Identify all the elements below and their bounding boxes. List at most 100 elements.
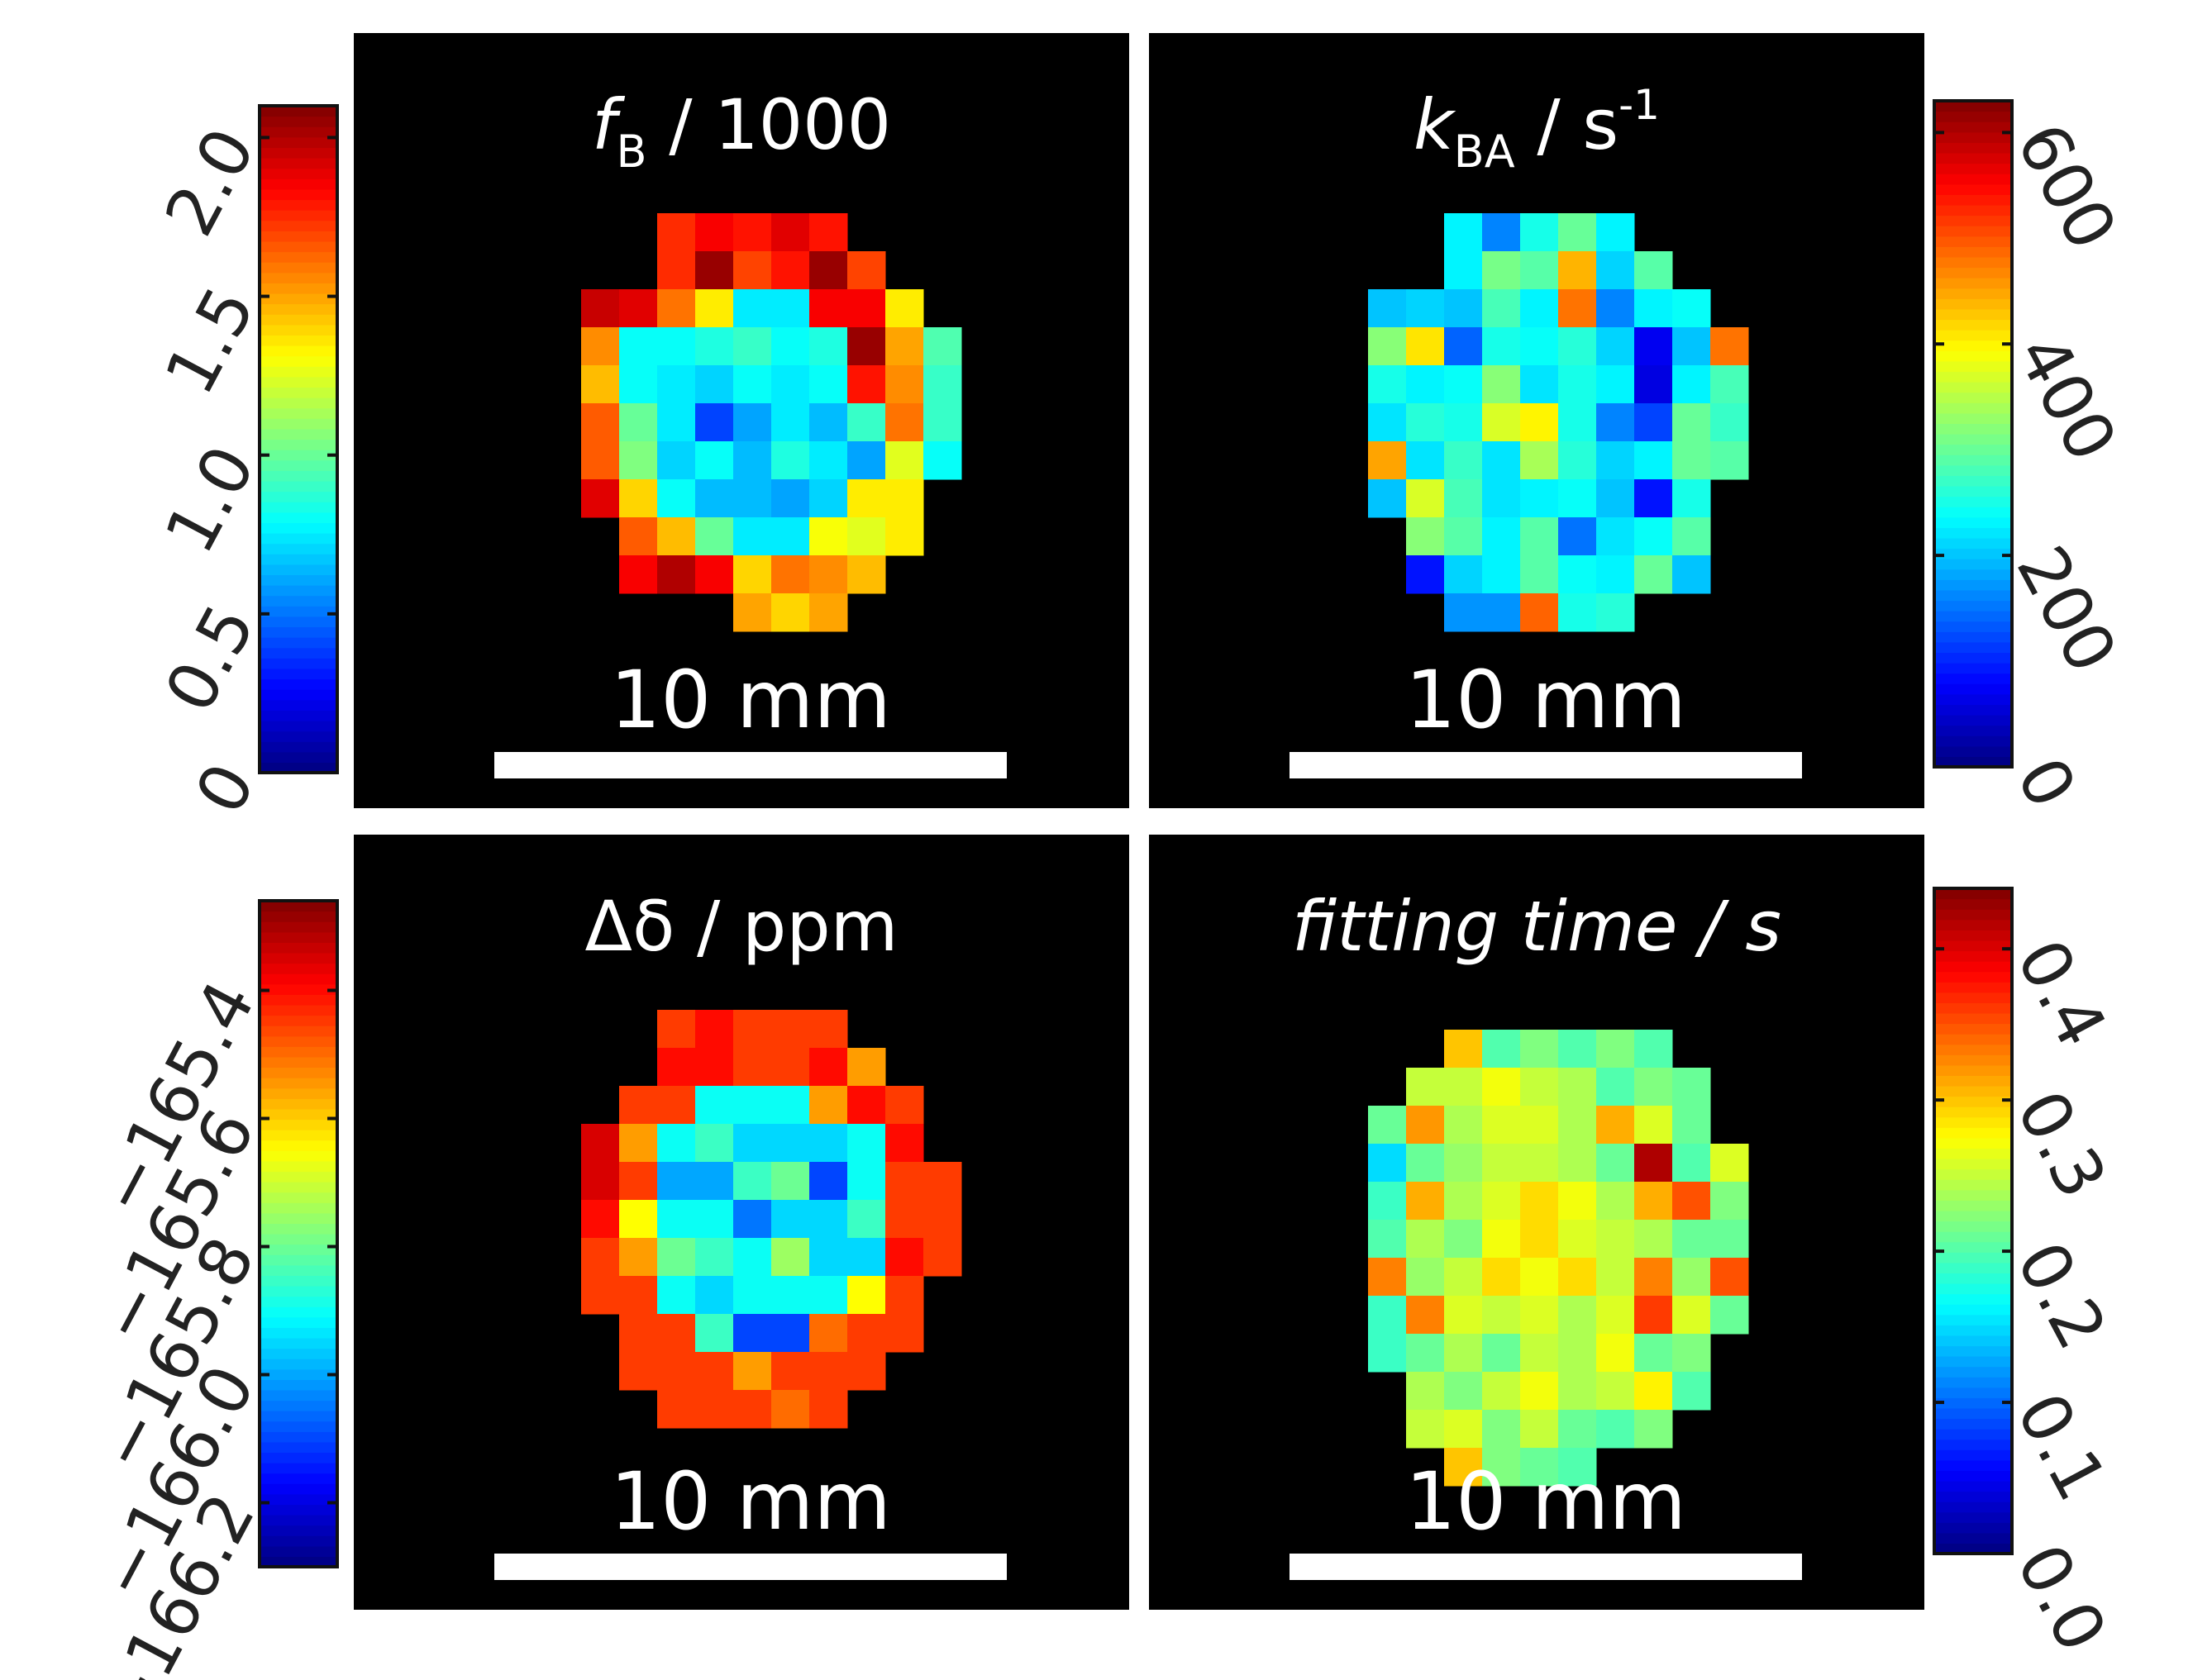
heatmap-cell xyxy=(1710,1258,1749,1297)
heatmap-cell xyxy=(1634,555,1673,594)
colorbar-segment xyxy=(260,262,337,274)
colorbar-segment xyxy=(1934,464,2012,476)
heatmap-cell xyxy=(1406,1334,1445,1373)
heatmap-cell xyxy=(657,1048,696,1087)
heatmap-cell xyxy=(809,1352,848,1391)
colorbar-segment xyxy=(260,532,337,545)
heatmap-cell xyxy=(771,1276,810,1315)
heatmap-cell xyxy=(847,1352,886,1391)
heatmap-cell xyxy=(1558,1030,1597,1068)
heatmap-cell xyxy=(657,289,696,328)
heatmap-cell xyxy=(1634,251,1673,290)
colorbar-segment xyxy=(1934,961,2012,973)
colorbar-segment xyxy=(260,1463,337,1474)
heatmap-cell xyxy=(1520,1296,1559,1335)
heatmap-cell xyxy=(1596,1334,1635,1373)
colorbar-segment xyxy=(1934,756,2012,768)
colorbar-segment xyxy=(1934,194,2012,206)
heatmap-cell xyxy=(885,365,924,404)
heatmap-cell xyxy=(1444,441,1483,480)
colorbar-tick-label: 0.1 xyxy=(2001,1381,2121,1513)
heatmap-cell xyxy=(619,1276,658,1315)
heatmap-cell xyxy=(695,213,734,252)
heatmap-cell xyxy=(1482,365,1521,404)
heatmap-cell xyxy=(1520,251,1559,290)
heatmap-cell xyxy=(581,289,620,328)
colorbar-segment xyxy=(260,283,337,294)
heatmap-cell xyxy=(1596,289,1635,328)
heatmap-cell xyxy=(1444,289,1483,328)
colorbar-segment xyxy=(1934,308,2012,321)
heatmap-cell xyxy=(771,1314,810,1353)
heatmap-cell xyxy=(1520,555,1559,594)
heatmap-cell xyxy=(733,1048,772,1087)
colorbar-segment xyxy=(1934,288,2012,299)
colorbar-segment xyxy=(260,1556,337,1568)
heatmap-cell xyxy=(1520,327,1559,366)
heatmap-cell xyxy=(1634,1334,1673,1373)
colorbar-segment xyxy=(1934,516,2012,528)
heatmap-cell xyxy=(1520,213,1559,252)
heatmap-cell xyxy=(1482,327,1521,366)
colorbar-segment xyxy=(260,1389,337,1402)
colorbar-segment xyxy=(260,355,337,367)
colorbar-segment xyxy=(260,1473,337,1484)
heatmap-cell xyxy=(923,1238,962,1277)
colorbar-tick-label: 0 xyxy=(181,751,270,826)
heatmap-cell xyxy=(1368,441,1407,480)
colorbar-segment xyxy=(1934,600,2012,612)
colorbar-segment xyxy=(260,1264,337,1276)
heatmap-cell xyxy=(1368,479,1407,518)
colorbar-segment xyxy=(260,963,337,974)
heatmap-cell xyxy=(695,327,734,366)
heatmap-cell xyxy=(1710,441,1749,480)
heatmap-cell xyxy=(1368,1182,1407,1221)
heatmap-cell xyxy=(1482,1106,1521,1145)
heatmap-cell xyxy=(1672,365,1711,404)
heatmap-cell xyxy=(733,555,772,594)
heatmap-cell xyxy=(733,1162,772,1201)
heatmap-cell xyxy=(733,1124,772,1163)
heatmap-cell xyxy=(695,1390,734,1429)
heatmap-cell xyxy=(1368,1334,1407,1373)
heatmap-cell xyxy=(923,1200,962,1239)
heatmap-cell xyxy=(1520,1068,1559,1107)
heatmap-cell xyxy=(1444,1258,1483,1297)
heatmap-cell xyxy=(847,289,886,328)
colorbar-segment xyxy=(1934,496,2012,507)
colorbar-segment xyxy=(1934,673,2012,684)
colorbar-segment xyxy=(260,1275,337,1287)
heatmap-cell xyxy=(1482,1372,1521,1411)
colorbar-segment xyxy=(260,931,337,943)
colorbar-segment xyxy=(1934,1470,2012,1482)
heatmap-cell xyxy=(885,1314,924,1353)
colorbar-segment xyxy=(260,147,337,159)
heatmap-cell xyxy=(733,593,772,632)
colorbar-segment xyxy=(260,574,337,586)
heatmap-cell xyxy=(733,251,772,290)
heatmap-cell xyxy=(1406,1182,1445,1221)
colorbar-segment xyxy=(260,1296,337,1307)
colorbar-segment xyxy=(1934,174,2012,185)
heatmap-cell xyxy=(1444,1030,1483,1068)
heatmap-cell xyxy=(733,1238,772,1277)
heatmap-cell xyxy=(1406,1258,1445,1297)
colorbar-segment xyxy=(1934,131,2012,143)
colorbar-segment xyxy=(260,564,337,576)
colorbar-segment xyxy=(260,942,337,954)
heatmap-cell xyxy=(619,479,658,518)
colorbar-segment xyxy=(1934,1241,2012,1253)
colorbar-segment xyxy=(260,554,337,565)
colorbar-segment xyxy=(1934,1064,2012,1077)
heatmap-cell xyxy=(1482,251,1521,290)
colorbar-segment xyxy=(260,1015,337,1026)
heatmap-cell xyxy=(771,1200,810,1239)
colorbar-segment xyxy=(260,376,337,388)
colorbar-segment xyxy=(260,240,337,253)
heatmap-cell xyxy=(1558,289,1597,328)
heatmap-cell xyxy=(581,1238,620,1277)
heatmap-cell xyxy=(695,1238,734,1277)
colorbar-segment xyxy=(260,1098,337,1110)
heatmap-cell xyxy=(733,1276,772,1315)
colorbar-segment xyxy=(1934,950,2012,962)
